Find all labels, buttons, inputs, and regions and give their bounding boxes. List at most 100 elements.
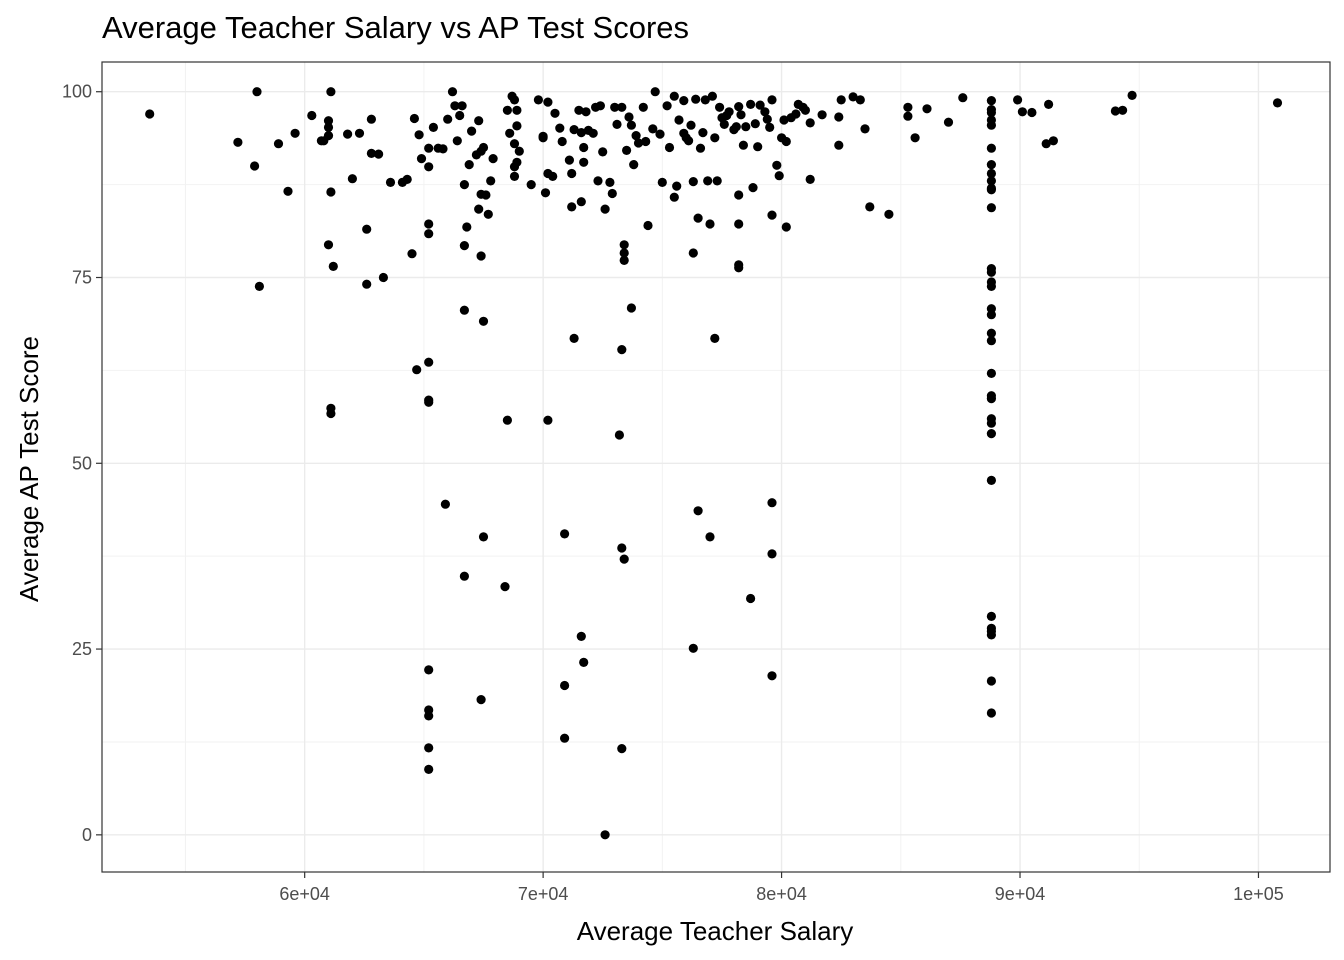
data-point <box>734 219 744 229</box>
data-point <box>781 136 791 147</box>
data-point <box>1041 139 1051 149</box>
data-point <box>943 117 954 127</box>
data-point <box>679 96 689 106</box>
data-point <box>385 177 396 187</box>
data-point <box>674 115 684 125</box>
data-point <box>848 92 858 102</box>
data-point <box>617 102 627 112</box>
data-point <box>986 328 997 338</box>
data-point <box>579 142 589 153</box>
y-tick-label: 100 <box>62 82 92 102</box>
data-point <box>478 316 489 326</box>
data-point <box>800 105 811 115</box>
data-point <box>424 143 434 153</box>
data-point <box>323 116 334 126</box>
data-point <box>655 129 665 139</box>
data-point <box>762 114 772 124</box>
data-point <box>481 190 491 200</box>
data-point <box>633 138 644 148</box>
data-point <box>560 529 570 539</box>
data-point <box>464 160 474 170</box>
data-point <box>1127 90 1137 100</box>
y-axis-title: Average AP Test Score <box>14 336 44 602</box>
data-point <box>593 176 603 186</box>
data-point <box>631 131 641 141</box>
data-point <box>374 149 384 159</box>
data-point <box>772 160 782 170</box>
data-point <box>569 125 579 135</box>
data-point <box>564 155 575 165</box>
data-point <box>362 224 372 234</box>
data-point <box>459 241 469 251</box>
data-point <box>567 168 577 179</box>
data-point <box>805 118 815 128</box>
data-point <box>986 310 997 320</box>
data-point <box>512 121 522 131</box>
data-point <box>986 267 997 277</box>
x-axis-title: Average Teacher Salary <box>577 916 854 946</box>
data-point <box>693 213 703 223</box>
data-point <box>986 107 997 118</box>
data-point <box>986 281 997 291</box>
data-point <box>474 204 484 214</box>
data-point <box>986 475 997 485</box>
data-point <box>512 105 522 115</box>
data-point <box>805 174 815 184</box>
data-point <box>705 219 715 229</box>
data-point <box>486 176 496 186</box>
data-point <box>505 128 515 138</box>
data-point <box>323 131 334 141</box>
data-point <box>414 130 424 140</box>
data-point <box>502 415 512 425</box>
data-point <box>443 114 453 124</box>
data-point <box>459 571 469 581</box>
data-point <box>619 240 629 250</box>
data-point <box>986 676 997 686</box>
data-point <box>686 120 696 130</box>
data-point <box>326 187 336 197</box>
x-tick-label: 8e+04 <box>756 884 807 904</box>
data-point <box>509 95 520 105</box>
data-point <box>581 107 591 117</box>
data-point <box>424 711 434 721</box>
data-point <box>664 142 675 153</box>
data-point <box>1110 106 1120 116</box>
data-point <box>765 122 775 132</box>
grid-lines <box>102 62 1330 872</box>
data-point <box>753 142 763 152</box>
data-point <box>834 140 844 150</box>
data-point <box>550 108 560 118</box>
data-point <box>760 107 770 117</box>
data-point <box>457 101 467 111</box>
data-point <box>695 143 706 153</box>
data-point <box>986 708 997 718</box>
data-point <box>569 333 579 343</box>
data-point <box>643 220 653 231</box>
data-points <box>145 87 1283 840</box>
data-point <box>703 176 713 186</box>
data-point <box>409 113 419 124</box>
data-point <box>684 136 694 146</box>
data-point <box>459 305 469 315</box>
data-point <box>452 136 462 146</box>
data-point <box>598 147 608 157</box>
data-point <box>669 192 679 202</box>
data-point <box>865 202 875 212</box>
data-point <box>734 190 744 200</box>
data-point <box>1044 99 1054 109</box>
data-point <box>641 136 651 147</box>
data-point <box>478 532 489 542</box>
data-point <box>710 333 720 343</box>
data-point <box>884 209 894 219</box>
data-point <box>619 248 629 258</box>
data-point <box>774 171 784 181</box>
data-point <box>290 128 300 138</box>
x-tick-label: 6e+04 <box>279 884 330 904</box>
data-point <box>986 394 997 404</box>
y-tick-label: 25 <box>72 639 92 659</box>
data-point <box>688 643 698 653</box>
data-point <box>424 764 434 775</box>
data-point <box>669 91 679 101</box>
axes: 6e+04 7e+04 8e+04 9e+04 1e+05 0 25 50 75 100 <box>62 82 1284 904</box>
data-point <box>731 122 741 132</box>
